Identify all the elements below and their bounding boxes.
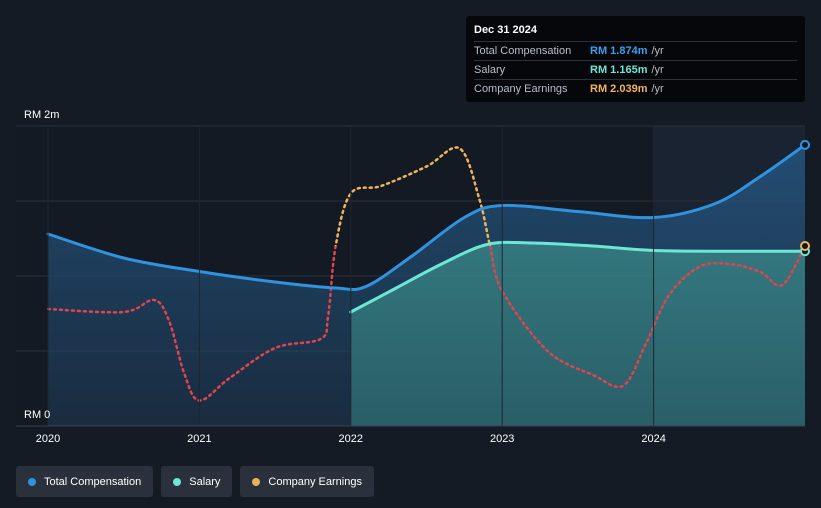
tooltip-row-earnings: Company Earnings RM 2.039m /yr — [474, 79, 797, 98]
x-tick-label: 2024 — [641, 433, 665, 445]
x-tick-label: 2023 — [490, 433, 514, 445]
legend-label: Salary — [189, 475, 221, 488]
legend-label: Total Compensation — [44, 475, 142, 488]
tooltip-label: Salary — [474, 64, 506, 76]
tooltip-unit: /yr — [651, 45, 664, 57]
tooltip-label: Company Earnings — [474, 83, 568, 95]
tooltip-label: Total Compensation — [474, 45, 572, 57]
tooltip-unit: /yr — [651, 64, 664, 76]
legend-label: Company Earnings — [268, 475, 362, 488]
x-tick-label: 2020 — [36, 433, 60, 445]
salary-area — [350, 242, 805, 426]
x-tick-label: 2021 — [187, 433, 211, 445]
tooltip-row-salary: Salary RM 1.165m /yr — [474, 60, 797, 79]
compensation-chart: 2020 2021 2022 2023 2024 RM 2m RM 0 — [16, 109, 810, 445]
company-earnings-end-marker — [800, 241, 810, 251]
tooltip-value: RM 1.874m — [590, 45, 648, 57]
tooltip-value: RM 2.039m — [590, 83, 648, 95]
tooltip-value: RM 1.165m — [590, 64, 648, 76]
chart-legend: Total Compensation Salary Company Earnin… — [16, 466, 374, 497]
company-earnings-line-above — [334, 146, 807, 246]
y-axis-top-label: RM 2m — [24, 109, 59, 121]
hover-tooltip: Dec 31 2024 Total Compensation RM 1.874m… — [466, 16, 805, 102]
legend-dot-icon — [252, 477, 261, 486]
legend-item-salary[interactable]: Salary — [161, 466, 233, 497]
legend-item-total-compensation[interactable]: Total Compensation — [16, 466, 154, 497]
y-axis-bottom-label: RM 0 — [24, 409, 50, 421]
salary-line — [349, 240, 807, 314]
legend-dot-icon — [28, 477, 36, 486]
total-compensation-end-marker — [800, 139, 810, 150]
tooltip-unit: /yr — [651, 83, 664, 95]
tooltip-row-total: Total Compensation RM 1.874m /yr — [474, 41, 797, 60]
tooltip-date: Dec 31 2024 — [474, 24, 537, 36]
legend-item-company-earnings[interactable]: Company Earnings — [240, 466, 374, 497]
legend-dot-icon — [173, 477, 182, 486]
x-tick-label: 2022 — [339, 433, 363, 445]
